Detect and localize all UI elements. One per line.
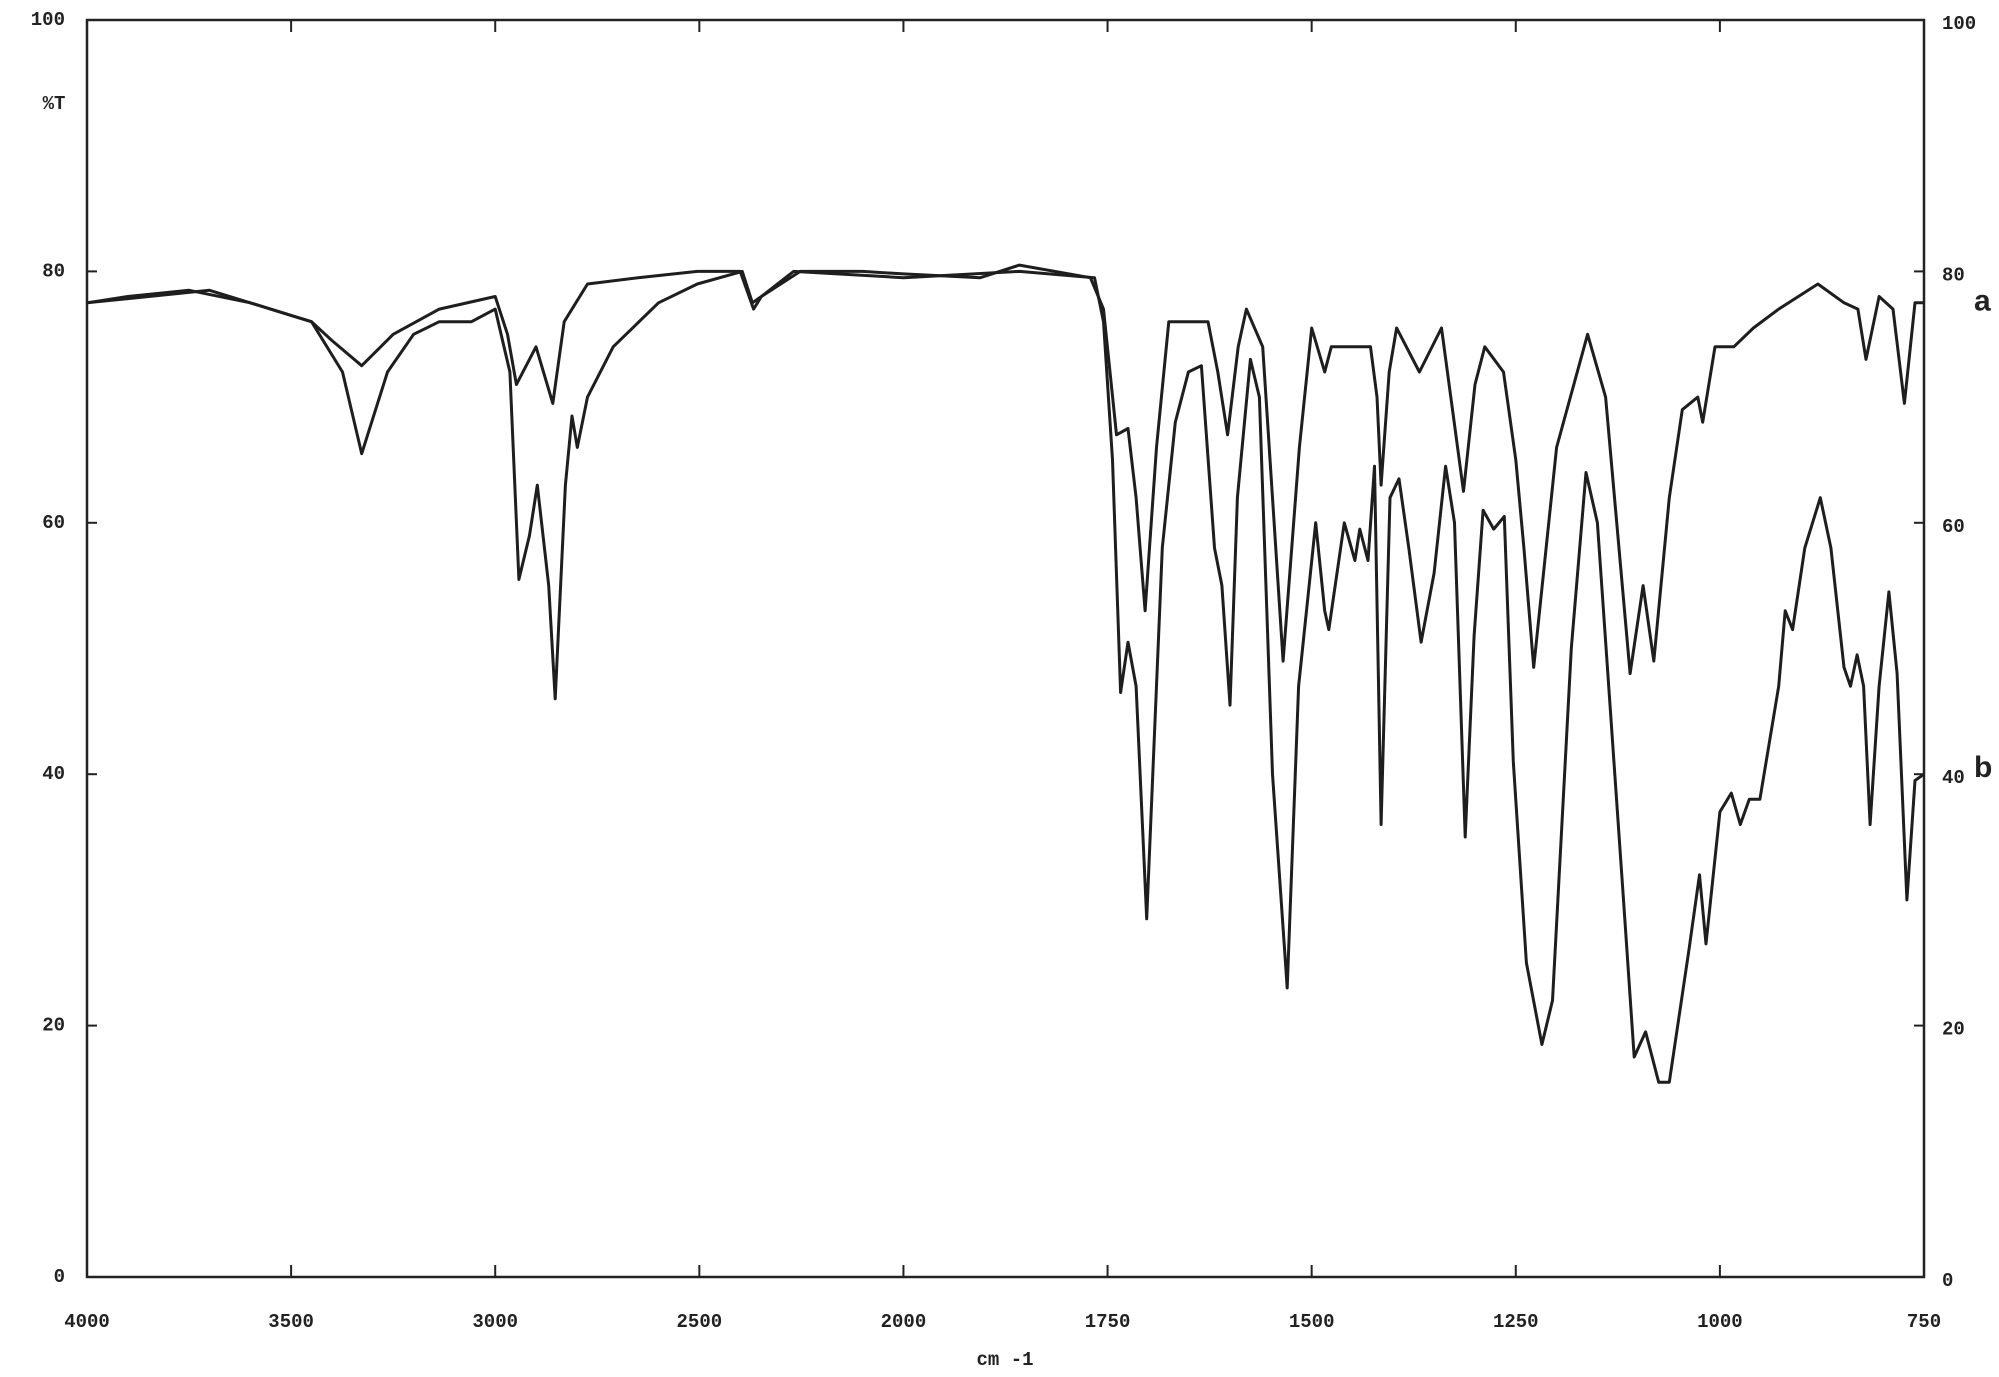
x-tick-label: 2500 xyxy=(677,1311,723,1333)
plot-frame xyxy=(85,18,1926,1279)
spectrum-line xyxy=(86,263,1924,676)
y-tick-label: 20 xyxy=(42,1015,65,1037)
series-label: a xyxy=(1974,285,1991,318)
y-tick-label: 80 xyxy=(42,260,65,282)
x-tick-label: 4000 xyxy=(64,1311,110,1333)
y2-tick-label: 20 xyxy=(1942,1019,1965,1041)
y-tick-label: 60 xyxy=(42,512,65,534)
y2-tick-label: 80 xyxy=(1942,264,1965,286)
y-tick-label: 40 xyxy=(42,763,65,785)
x-tick-label: 1000 xyxy=(1697,1311,1743,1333)
y2-tick-label: 40 xyxy=(1942,767,1965,789)
series-label: b xyxy=(1974,751,1992,784)
x-tick-label: 750 xyxy=(1907,1311,1941,1333)
x-tick-label: 1500 xyxy=(1289,1311,1335,1333)
y-axis-label: %T xyxy=(43,93,66,115)
spectrum-line xyxy=(86,269,1925,1084)
x-tick-label: 3000 xyxy=(472,1311,518,1333)
x-tick-label: 1750 xyxy=(1085,1311,1131,1333)
x-tick-label: 3500 xyxy=(268,1311,314,1333)
x-tick-label: 2000 xyxy=(881,1311,927,1333)
y2-tick-label: 60 xyxy=(1942,516,1965,538)
y2-tick-label: 100 xyxy=(1942,13,1976,35)
y2-tick-label: 0 xyxy=(1942,1270,1953,1292)
x-axis-label: cm -1 xyxy=(976,1349,1033,1371)
y-tick-label: 0 xyxy=(54,1266,65,1288)
x-tick-label: 1250 xyxy=(1493,1311,1539,1333)
y-tick-label: 100 xyxy=(31,9,65,31)
